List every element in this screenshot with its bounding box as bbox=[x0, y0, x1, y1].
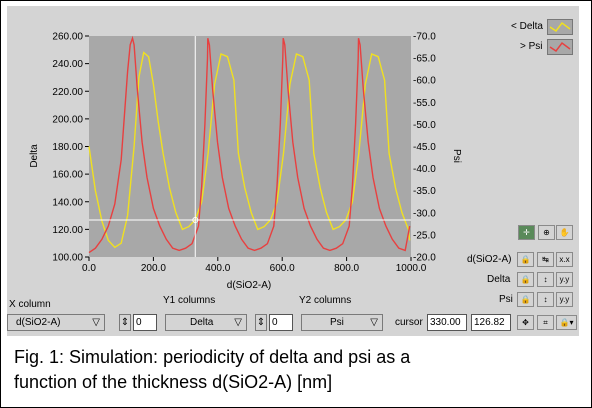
y2-tick-label: -40.0 bbox=[413, 164, 436, 175]
x-axis: 0.0 200.0 400.0 600.0 800.0 1000.0 bbox=[82, 257, 427, 274]
chevron-down-icon: ▽ bbox=[92, 317, 100, 328]
x-column-label: X column bbox=[9, 299, 51, 310]
y2-tick-label: -25.0 bbox=[413, 230, 436, 241]
y2-tick-label: -35.0 bbox=[413, 186, 436, 197]
x-column-value: d(SiO2-A) bbox=[16, 317, 61, 328]
pan-tool-icon[interactable]: ✋ bbox=[556, 225, 573, 240]
delta-lock-icon[interactable]: 🔒 bbox=[517, 272, 534, 287]
y-tick-label: 220.00 bbox=[52, 87, 83, 98]
scale-row-psi-label: Psi bbox=[499, 294, 513, 305]
y1-column-value: Delta bbox=[190, 317, 214, 328]
x-column-select[interactable]: d(SiO2-A) ▽ bbox=[7, 314, 105, 331]
y-axis-left: 100.00 120.00 140.00 160.00 180.00 200.00 220.… bbox=[52, 32, 89, 264]
delta-format-icon[interactable]: y.y bbox=[556, 272, 573, 287]
x-tick-label: 400.0 bbox=[205, 263, 230, 274]
cursor-layer[interactable] bbox=[89, 36, 411, 257]
legend-psi-swatch[interactable] bbox=[547, 39, 573, 55]
y-tick-label: 100.00 bbox=[52, 253, 83, 264]
legend-delta-swatch[interactable] bbox=[547, 19, 573, 35]
cursor-label: cursor bbox=[395, 317, 423, 328]
x-index-field[interactable]: 0 bbox=[133, 314, 157, 331]
scale-row-delta-label: Delta bbox=[487, 274, 511, 285]
figure-caption: Fig. 1: Simulation: periodicity of delta… bbox=[14, 345, 584, 395]
y2-tick-label: -60.0 bbox=[413, 76, 436, 87]
cursor-x-field[interactable]: 330.00 bbox=[427, 314, 467, 331]
y1-index-field[interactable]: 0 bbox=[269, 314, 293, 331]
plot-background bbox=[89, 36, 411, 257]
x-tick-label: 1000.0 bbox=[396, 263, 427, 274]
x-tick-label: 0.0 bbox=[82, 263, 96, 274]
y1-index-stepper[interactable]: ⇕ bbox=[255, 314, 267, 331]
y2-tick-label: -50.0 bbox=[413, 120, 436, 131]
scale-row-x-label: d(SiO2-A) bbox=[467, 254, 512, 265]
cursor-point[interactable] bbox=[192, 216, 199, 223]
y2-column-value: Psi bbox=[330, 317, 344, 328]
y2-column-select[interactable]: Psi ▽ bbox=[301, 314, 383, 331]
y-tick-label: 140.00 bbox=[52, 197, 83, 208]
x-lock-icon[interactable]: 🔒 bbox=[517, 252, 534, 267]
cursor-style-icon[interactable]: ⌗ bbox=[537, 315, 554, 330]
chart[interactable]: 100.00120.00140.00160.00180.00200.00220.… bbox=[7, 6, 579, 336]
y2-tick-label: -65.0 bbox=[413, 54, 436, 65]
series-layer bbox=[88, 35, 411, 254]
y2-axis-title: Psi bbox=[451, 149, 462, 163]
y-tick-label: 240.00 bbox=[52, 59, 83, 70]
x-tick-label: 200.0 bbox=[141, 263, 166, 274]
y-tick-label: 180.00 bbox=[52, 142, 83, 153]
legend-psi-line bbox=[549, 41, 571, 53]
y1-columns-label: Y1 columns bbox=[163, 295, 216, 306]
y-tick-label: 120.00 bbox=[52, 225, 83, 236]
cursor-lock-icon[interactable]: 🔒▾ bbox=[556, 315, 577, 330]
x-axis-title: d(SiO2-A) bbox=[227, 280, 271, 291]
zoom-tool-icon[interactable]: ⊕ bbox=[538, 225, 555, 240]
psi-format-icon[interactable]: y.y bbox=[556, 292, 573, 307]
cursor-move-icon[interactable]: ✥ bbox=[517, 315, 534, 330]
y2-columns-label: Y2 columns bbox=[299, 295, 352, 306]
psi-autoscale-icon[interactable]: ↕ bbox=[537, 292, 554, 307]
y-tick-label: 260.00 bbox=[52, 32, 83, 43]
chevron-down-icon: ▽ bbox=[370, 317, 378, 328]
x-index-stepper[interactable]: ⇕ bbox=[119, 314, 131, 331]
legend-psi-label: > Psi bbox=[520, 41, 543, 52]
x-autoscale-icon[interactable]: ↹ bbox=[537, 252, 554, 267]
delta-autoscale-icon[interactable]: ↕ bbox=[537, 272, 554, 287]
y2-tick-label: -30.0 bbox=[413, 208, 436, 219]
caption-line-1: Fig. 1: Simulation: periodicity of delta… bbox=[14, 347, 411, 367]
y2-tick-label: -45.0 bbox=[413, 142, 436, 153]
y2-tick-label: -20.0 bbox=[413, 253, 436, 264]
y-axis-title: Delta bbox=[29, 144, 40, 168]
psi-lock-icon[interactable]: 🔒 bbox=[517, 292, 534, 307]
x-tick-label: 800.0 bbox=[334, 263, 359, 274]
y2-tick-label: -70.0 bbox=[413, 32, 436, 43]
y-axis-right: -20.0 -25.0 -30.0 -35.0 -40.0 -45.0 -50.0 -55.0… bbox=[413, 32, 436, 264]
chevron-down-icon: ▽ bbox=[234, 317, 242, 328]
crosshair-tool-icon[interactable]: ✛ bbox=[518, 225, 535, 240]
y2-tick-label: -55.0 bbox=[413, 98, 436, 109]
caption-line-2: function of the thickness d(SiO2-A) [nm] bbox=[14, 372, 333, 392]
graph-panel: 100.00 120.00 140.00 160.00 180.00 200.00 220.… bbox=[7, 6, 579, 336]
y1-column-select[interactable]: Delta ▽ bbox=[165, 314, 247, 331]
x-format-icon[interactable]: x.x bbox=[556, 252, 573, 267]
legend-delta-line bbox=[549, 21, 571, 33]
y-tick-label: 200.00 bbox=[52, 114, 83, 125]
series-psi bbox=[88, 35, 411, 254]
legend-delta-label: < Delta bbox=[511, 21, 543, 32]
cursor-y-field[interactable]: 126.82 bbox=[471, 314, 511, 331]
y-tick-label: 160.00 bbox=[52, 170, 83, 181]
series-delta bbox=[88, 51, 411, 249]
x-tick-label: 600.0 bbox=[270, 263, 295, 274]
